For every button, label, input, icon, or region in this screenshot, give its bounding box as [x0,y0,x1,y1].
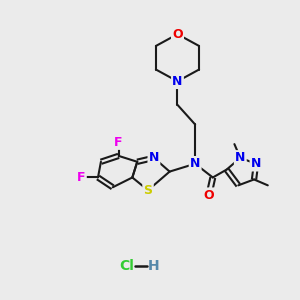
Text: Cl: Cl [119,259,134,273]
Text: N: N [190,157,200,170]
Text: N: N [149,152,159,164]
Text: O: O [204,189,214,202]
Text: S: S [143,184,152,197]
Text: N: N [172,75,183,88]
Text: N: N [251,157,261,170]
Text: F: F [114,136,123,148]
Text: O: O [172,28,183,41]
Text: N: N [235,152,245,164]
Text: F: F [77,171,86,184]
Text: H: H [148,259,160,273]
